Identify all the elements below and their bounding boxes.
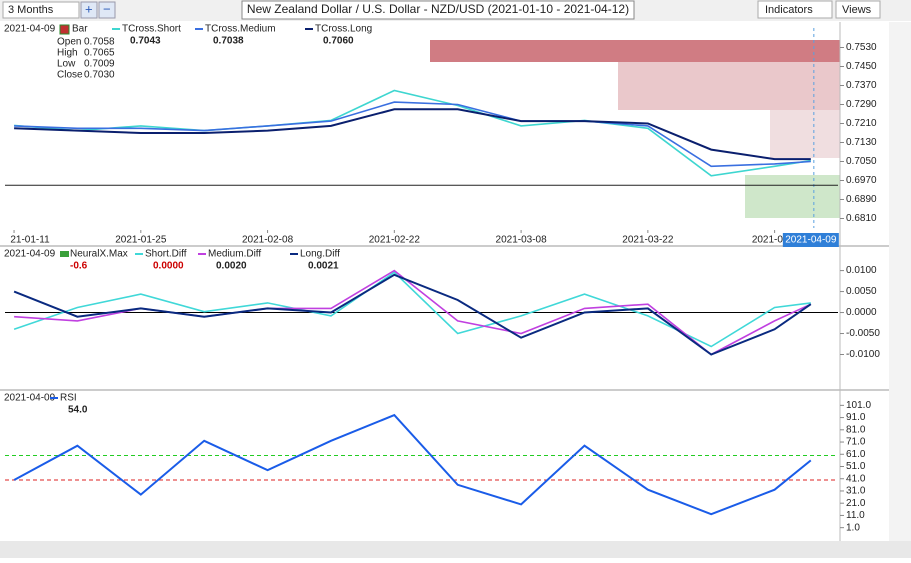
legend-value: 54.0 <box>68 405 88 416</box>
period-text: 3 Months <box>8 4 54 16</box>
legend-entry: Bar <box>72 24 88 35</box>
series-line <box>13 271 811 348</box>
legend-entry: Medium.Diff <box>208 249 261 260</box>
y-tick-label: 31.0 <box>846 486 866 497</box>
y-tick-label: -0.0100 <box>846 349 880 360</box>
y-tick-label: 41.0 <box>846 473 866 484</box>
y-tick-label: 0.0050 <box>846 286 877 297</box>
y-tick-label: 71.0 <box>846 437 866 448</box>
legend-date: 2021-04-09 <box>4 393 56 404</box>
ohlc-value: 0.7030 <box>84 70 115 81</box>
y-tick-label: 0.7530 <box>846 42 877 53</box>
y-tick-label: 0.7450 <box>846 61 877 72</box>
resistance-zone <box>430 40 840 62</box>
series-line <box>14 108 811 161</box>
legend-date: 2021-04-09 <box>4 24 56 35</box>
legend-value: 0.0021 <box>308 261 339 272</box>
legend-entry: TCross.Long <box>315 24 372 35</box>
zoom-in-icon: + <box>85 1 93 16</box>
legend-value: 0.7060 <box>323 36 354 47</box>
legend-value: 0.7038 <box>213 36 244 47</box>
indicators-button[interactable] <box>757 0 833 19</box>
series-line <box>14 89 811 177</box>
zoom-out[interactable] <box>98 1 116 19</box>
x-tick-label: 2021-04-0 <box>752 235 798 246</box>
views-text: Views <box>842 4 872 16</box>
legend-entry: TCross.Short <box>122 24 181 35</box>
status-bar <box>0 541 911 558</box>
y-tick-label: -0.0050 <box>846 328 880 339</box>
y-tick-label: 1.0 <box>846 522 860 533</box>
ohlc-label: Open <box>57 37 81 48</box>
x-tick-label: 21-01-11 <box>10 235 50 246</box>
series-line <box>14 101 811 168</box>
y-tick-label: 0.7210 <box>846 118 877 129</box>
series-line <box>13 273 812 356</box>
ohlc-label: Low <box>57 59 76 70</box>
y-tick-label: 0.7130 <box>846 137 877 148</box>
legend-value: 0.0000 <box>153 261 184 272</box>
ohlc-value: 0.7058 <box>84 37 115 48</box>
x-tick-label: 2021-02-22 <box>369 235 421 246</box>
ohlc-value: 0.7065 <box>84 48 115 59</box>
side-toolbar <box>889 22 911 542</box>
support-zone <box>745 175 840 218</box>
y-tick-label: 0.0000 <box>846 307 877 318</box>
y-tick-label: 91.0 <box>846 412 866 423</box>
ohlc-value: 0.7009 <box>84 59 115 70</box>
legend-entry: Long.Diff <box>300 249 340 260</box>
legend-swatch <box>60 251 69 257</box>
views-button[interactable] <box>835 0 881 19</box>
series-line <box>13 413 812 516</box>
x-tick-label: 2021-03-22 <box>622 235 674 246</box>
period-select[interactable] <box>2 1 80 19</box>
x-tick-label: 2021-02-08 <box>242 235 294 246</box>
legend-entry: Short.Diff <box>145 249 187 260</box>
x-tick-label: 2021-03-08 <box>496 235 548 246</box>
legend-entry: TCross.Medium <box>205 24 276 35</box>
y-tick-label: 0.6970 <box>846 175 877 186</box>
y-tick-label: 21.0 <box>846 498 866 509</box>
legend-entry: RSI <box>60 393 77 404</box>
zoom-in[interactable] <box>80 1 98 19</box>
title-box <box>241 0 635 20</box>
y-tick-label: 0.0100 <box>846 265 877 276</box>
legend-value: 0.0020 <box>216 261 247 272</box>
zoom-out-icon: − <box>103 1 111 16</box>
legend-swatch <box>59 24 70 35</box>
resistance-zone <box>618 62 840 110</box>
chart-title: New Zealand Dollar / U.S. Dollar - NZD/U… <box>247 2 629 16</box>
y-tick-label: 51.0 <box>846 461 866 472</box>
ohlc-label: High <box>57 48 78 59</box>
y-tick-label: 61.0 <box>846 449 866 460</box>
y-tick-label: 0.7050 <box>846 156 877 167</box>
cursor-label-box <box>782 233 839 247</box>
y-tick-label: 0.7370 <box>846 80 877 91</box>
legend-date: 2021-04-09 <box>4 249 56 260</box>
resistance-zone <box>770 110 840 158</box>
x-tick-label: 2021-01-25 <box>115 235 167 246</box>
y-tick-label: 0.6810 <box>846 213 877 224</box>
legend-value: 0.7043 <box>130 36 161 47</box>
ohlc-label: Close <box>57 70 83 81</box>
y-tick-label: 11.0 <box>846 510 865 521</box>
cursor-label: 2021-04-09 <box>785 235 837 246</box>
y-tick-label: 0.7290 <box>846 99 877 110</box>
y-tick-label: 101.0 <box>846 400 871 411</box>
indicators-text: Indicators <box>765 4 813 16</box>
y-tick-label: 0.6890 <box>846 194 877 205</box>
y-tick-label: 81.0 <box>846 424 866 435</box>
legend-value: -0.6 <box>70 261 88 272</box>
legend-entry: NeuralX.Max <box>70 249 128 260</box>
